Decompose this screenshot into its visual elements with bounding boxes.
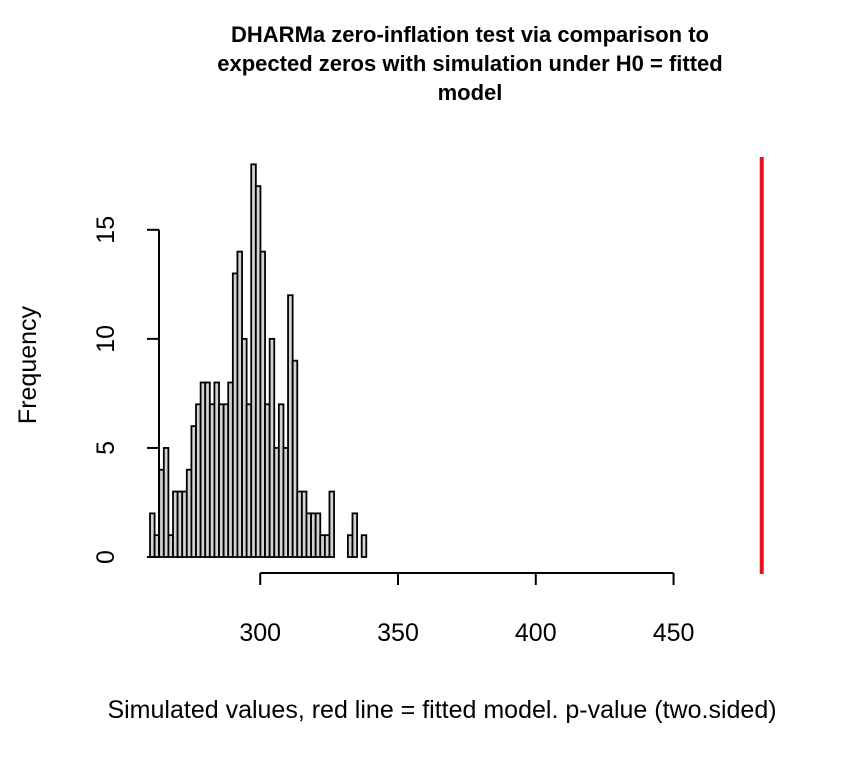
y-tick-label: 10 bbox=[92, 325, 120, 353]
x-axis: 300 350 400 450 bbox=[239, 572, 695, 647]
histogram-bar bbox=[360, 534, 368, 558]
x-tick-label: 450 bbox=[653, 619, 695, 647]
x-axis-label: Simulated values, red line = fitted mode… bbox=[107, 696, 776, 724]
x-tick-label: 350 bbox=[377, 619, 419, 647]
chart-title: DHARMa zero-inflation test via compariso… bbox=[217, 22, 722, 105]
histogram-bar bbox=[291, 359, 299, 558]
chart-title-line-1: DHARMa zero-inflation test via compariso… bbox=[231, 22, 709, 47]
y-tick-label: 0 bbox=[92, 550, 120, 564]
y-axis: 0 5 10 15 bbox=[92, 216, 160, 564]
y-tick-label: 5 bbox=[92, 441, 120, 455]
x-tick-label: 300 bbox=[239, 619, 281, 647]
histogram-bar bbox=[351, 512, 358, 558]
x-tick-label: 400 bbox=[515, 619, 557, 647]
chart-title-line-2: expected zeros with simulation under H0 … bbox=[217, 51, 722, 76]
histogram-bar bbox=[328, 490, 335, 558]
y-tick-label: 15 bbox=[92, 216, 120, 244]
histogram-bars bbox=[149, 163, 368, 558]
y-axis-label: Frequency bbox=[14, 305, 42, 424]
chart-title-line-3: model bbox=[438, 80, 503, 105]
histogram-bar bbox=[162, 447, 170, 558]
